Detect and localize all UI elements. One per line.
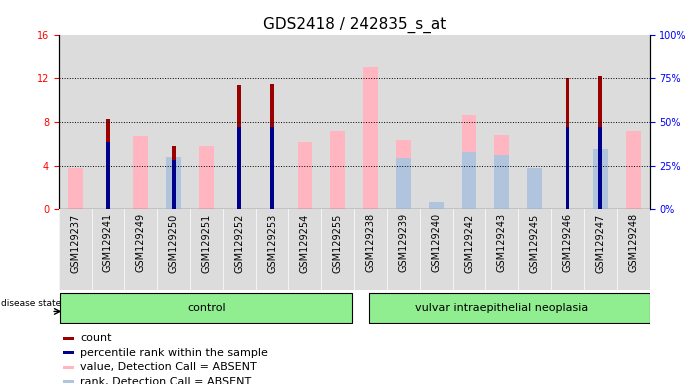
- Text: GSM129246: GSM129246: [562, 214, 572, 272]
- Text: GSM129255: GSM129255: [333, 214, 343, 273]
- Text: GSM129252: GSM129252: [234, 214, 244, 273]
- Bar: [190, 35, 223, 209]
- Bar: [453, 35, 485, 209]
- Text: GSM129239: GSM129239: [399, 214, 408, 272]
- Bar: [495, 155, 509, 209]
- Bar: [270, 84, 274, 209]
- Bar: [223, 209, 256, 290]
- Bar: [462, 152, 476, 209]
- Bar: [462, 115, 476, 209]
- Bar: [551, 35, 584, 209]
- Bar: [68, 168, 82, 209]
- Bar: [518, 35, 551, 209]
- Bar: [429, 202, 444, 209]
- Bar: [354, 209, 387, 290]
- Bar: [387, 209, 419, 290]
- Bar: [237, 85, 241, 209]
- Bar: [171, 146, 176, 209]
- Bar: [584, 35, 616, 209]
- Bar: [63, 380, 75, 384]
- Text: rank, Detection Call = ABSENT: rank, Detection Call = ABSENT: [80, 377, 252, 384]
- Bar: [565, 127, 569, 209]
- Text: GSM129238: GSM129238: [366, 214, 375, 272]
- Bar: [63, 337, 75, 340]
- Bar: [237, 127, 241, 209]
- Bar: [270, 127, 274, 209]
- Bar: [354, 35, 387, 209]
- FancyBboxPatch shape: [60, 293, 352, 323]
- Bar: [616, 209, 650, 290]
- Bar: [363, 67, 378, 209]
- Text: GSM129245: GSM129245: [530, 214, 540, 273]
- Text: GSM129240: GSM129240: [431, 214, 441, 272]
- Text: GSM129242: GSM129242: [464, 214, 474, 273]
- Text: GSM129247: GSM129247: [596, 214, 605, 273]
- Bar: [91, 209, 124, 290]
- Bar: [584, 209, 616, 290]
- Bar: [485, 35, 518, 209]
- Bar: [453, 209, 485, 290]
- Text: vulvar intraepithelial neoplasia: vulvar intraepithelial neoplasia: [415, 303, 589, 313]
- Bar: [63, 351, 75, 354]
- Bar: [419, 35, 453, 209]
- Text: GSM129243: GSM129243: [497, 214, 507, 272]
- Bar: [616, 35, 650, 209]
- Text: count: count: [80, 333, 112, 343]
- Bar: [63, 366, 75, 369]
- Bar: [256, 35, 288, 209]
- Text: GSM129253: GSM129253: [267, 214, 277, 273]
- Bar: [124, 209, 158, 290]
- Bar: [321, 209, 354, 290]
- Bar: [199, 146, 214, 209]
- Bar: [330, 131, 345, 209]
- Bar: [565, 78, 569, 209]
- Text: GSM129248: GSM129248: [628, 214, 638, 272]
- Bar: [527, 168, 542, 209]
- Bar: [124, 35, 157, 209]
- Bar: [396, 158, 410, 209]
- Bar: [106, 119, 110, 209]
- Bar: [485, 209, 518, 290]
- Bar: [157, 209, 190, 290]
- Bar: [321, 35, 354, 209]
- Bar: [167, 157, 181, 209]
- Bar: [518, 209, 551, 290]
- Bar: [289, 209, 321, 290]
- Text: GSM129241: GSM129241: [103, 214, 113, 272]
- Bar: [598, 127, 603, 209]
- Bar: [593, 149, 607, 209]
- Bar: [133, 136, 148, 209]
- Bar: [190, 209, 223, 290]
- Bar: [288, 35, 321, 209]
- Text: disease state: disease state: [1, 299, 61, 308]
- Bar: [256, 209, 289, 290]
- FancyBboxPatch shape: [369, 293, 650, 323]
- Bar: [298, 142, 312, 209]
- Text: GSM129249: GSM129249: [136, 214, 146, 272]
- Bar: [157, 35, 190, 209]
- Bar: [387, 35, 419, 209]
- Bar: [106, 142, 110, 209]
- Text: value, Detection Call = ABSENT: value, Detection Call = ABSENT: [80, 362, 257, 372]
- Bar: [223, 35, 256, 209]
- Text: control: control: [187, 303, 226, 313]
- Bar: [59, 209, 91, 290]
- Bar: [171, 160, 176, 209]
- Bar: [59, 35, 91, 209]
- Bar: [598, 76, 603, 209]
- Bar: [91, 35, 124, 209]
- Bar: [495, 135, 509, 209]
- Text: GSM129254: GSM129254: [300, 214, 310, 273]
- Bar: [626, 131, 641, 209]
- Bar: [551, 209, 584, 290]
- Text: GSM129237: GSM129237: [70, 214, 80, 273]
- Bar: [396, 141, 410, 209]
- Title: GDS2418 / 242835_s_at: GDS2418 / 242835_s_at: [263, 17, 446, 33]
- Bar: [419, 209, 453, 290]
- Text: percentile rank within the sample: percentile rank within the sample: [80, 348, 268, 358]
- Text: GSM129251: GSM129251: [202, 214, 211, 273]
- Text: GSM129250: GSM129250: [169, 214, 178, 273]
